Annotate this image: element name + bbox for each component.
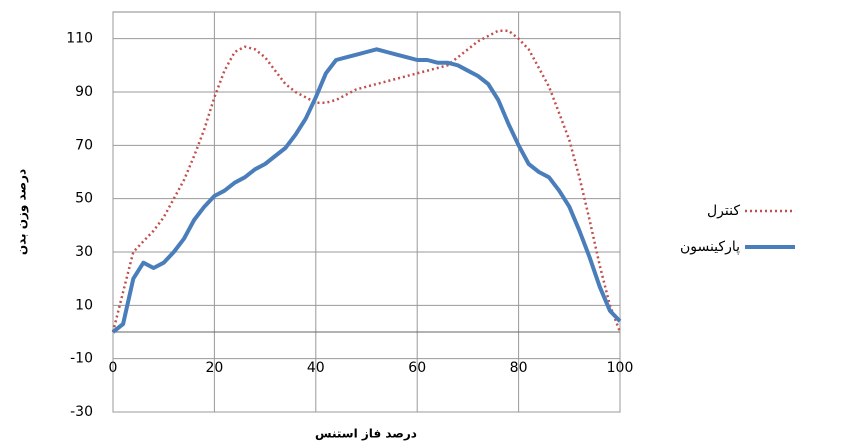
series-line: [111, 29, 622, 333]
x-tick-label: 60: [408, 360, 426, 376]
x-tick-label: 20: [205, 360, 223, 376]
series-line: [111, 47, 622, 334]
plot-area: [112, 11, 621, 413]
y-tick-label: -10: [70, 351, 93, 367]
x-tick-label: 0: [109, 360, 118, 376]
y-tick-label: 50: [75, 191, 93, 207]
y-tick-label: 70: [75, 137, 93, 153]
y-tick-label: 110: [66, 31, 93, 47]
y-tick-label: -30: [70, 404, 93, 420]
x-tick-label: 80: [510, 360, 528, 376]
legend-label: کنترل: [707, 203, 740, 219]
x-axis-title: درصد فاز استنس: [315, 427, 417, 441]
x-tick-label: 100: [607, 360, 634, 376]
y-tick-label: 10: [75, 297, 93, 313]
legend-label: پارکینسون: [680, 239, 740, 255]
y-tick-label: 90: [75, 84, 93, 100]
y-axis-title: درصد وزن بدن: [15, 169, 30, 255]
x-tick-label: 40: [307, 360, 325, 376]
y-tick-label: 30: [75, 244, 93, 260]
